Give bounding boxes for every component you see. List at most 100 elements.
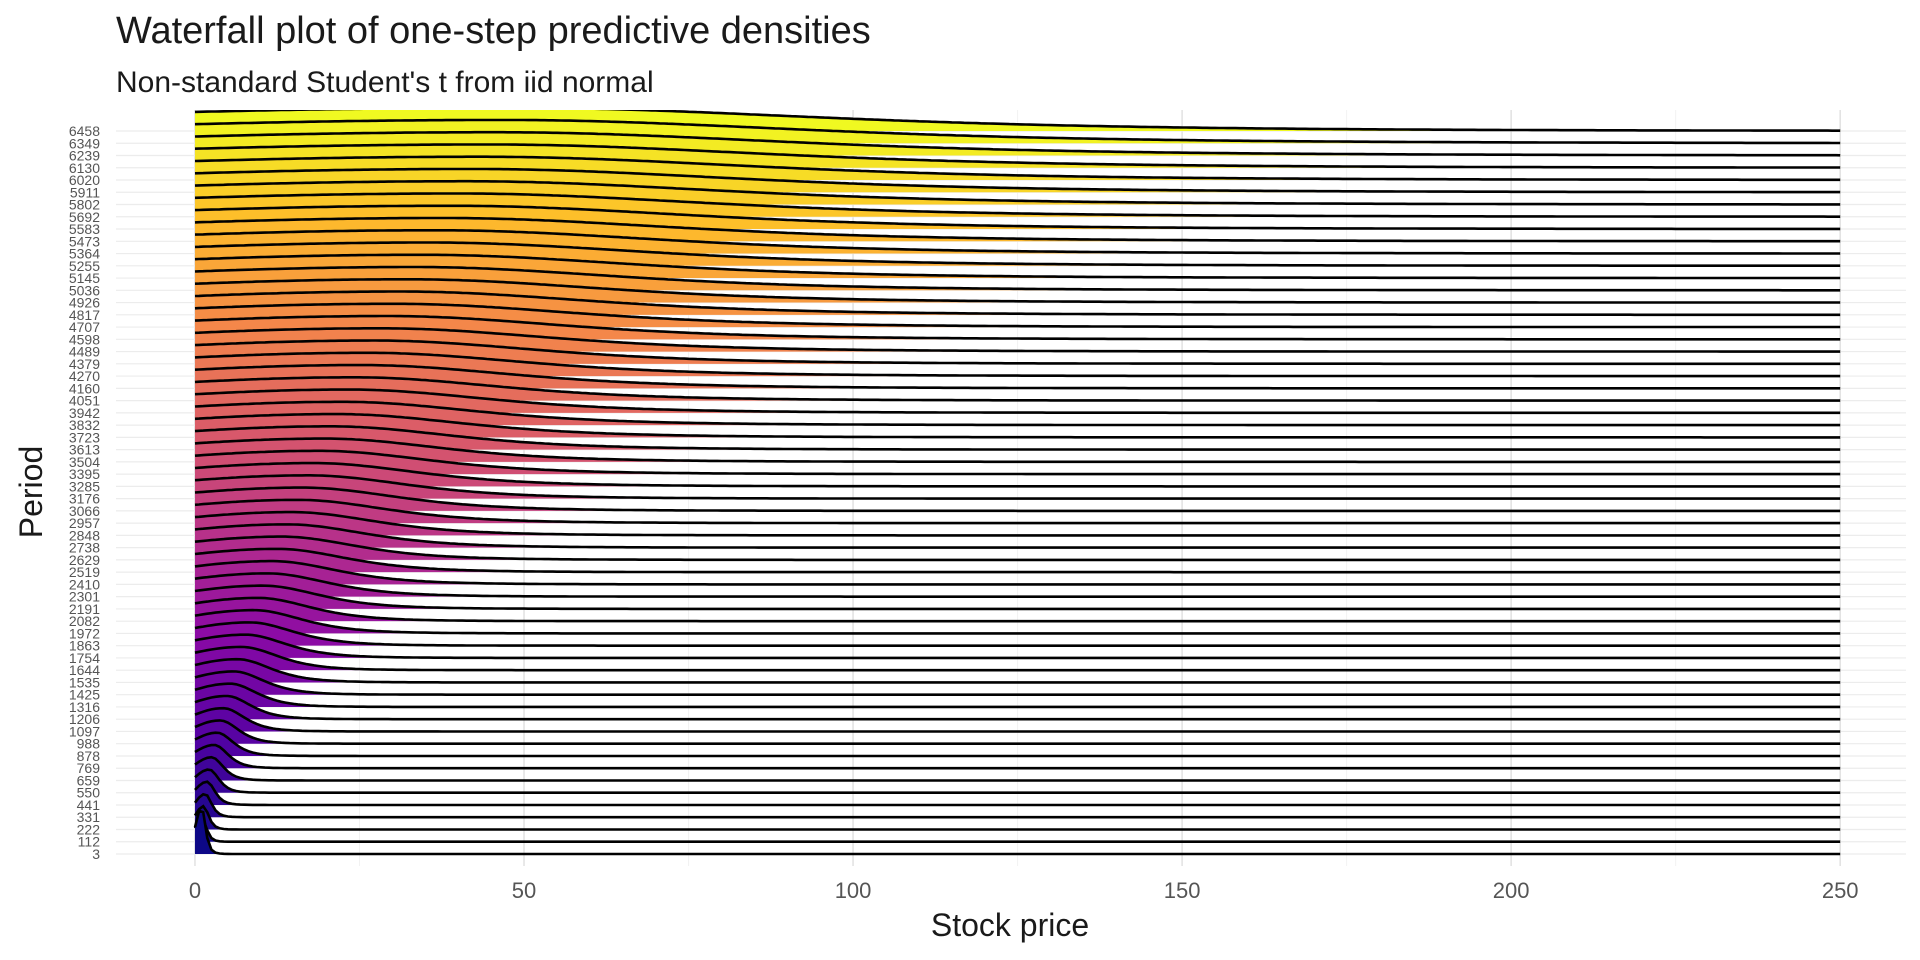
y-tick-label: 4160 bbox=[69, 380, 100, 396]
ridge-line-5473 bbox=[194, 216, 1841, 243]
ridge-line-441 bbox=[194, 780, 1841, 807]
y-tick-label: 1754 bbox=[69, 650, 100, 666]
y-tick-label: 988 bbox=[77, 736, 101, 752]
ridge-line-6239 bbox=[194, 130, 1841, 157]
ridge-line-112 bbox=[193, 817, 1841, 843]
y-tick-label: 4926 bbox=[69, 295, 100, 311]
ridge-line-2191 bbox=[194, 584, 1841, 611]
y-tick-label: 1097 bbox=[69, 723, 100, 739]
ridge-line-1972 bbox=[194, 608, 1841, 635]
ridge-fill-2301 bbox=[194, 573, 1841, 597]
chart-subtitle: Non-standard Student's t from iid normal bbox=[116, 66, 654, 99]
ridge-fill-2191 bbox=[194, 585, 1841, 609]
ridge-line-1316 bbox=[194, 682, 1841, 709]
ridge-line-5802 bbox=[194, 179, 1841, 206]
y-tick-label: 3723 bbox=[69, 429, 100, 445]
ridge-line-1425 bbox=[194, 670, 1841, 696]
y-tick-label: 2738 bbox=[69, 540, 100, 556]
y-tick-label: 5583 bbox=[69, 221, 100, 237]
y-tick-label: 550 bbox=[77, 785, 101, 801]
ridge-fill-4160 bbox=[194, 365, 1841, 389]
ridge-fill-5364 bbox=[194, 230, 1841, 254]
ridge-line-1206 bbox=[194, 694, 1841, 721]
ridge-line-4160 bbox=[194, 363, 1841, 390]
y-tick-label: 3613 bbox=[69, 442, 100, 458]
y-tick-label: 1316 bbox=[69, 699, 100, 715]
ridge-line-2848 bbox=[194, 510, 1841, 537]
y-tick-label: 2957 bbox=[69, 515, 100, 531]
x-tick-labels: 0 50 100 150 200 250 bbox=[189, 878, 1859, 903]
ridge-line-6349 bbox=[194, 118, 1841, 145]
ridge-line-2301 bbox=[194, 572, 1841, 598]
y-tick-label: 2848 bbox=[69, 527, 100, 543]
x-tick-label: 0 bbox=[189, 878, 201, 903]
ridge-line-4051 bbox=[194, 376, 1841, 402]
ridge-line-3395 bbox=[194, 449, 1841, 476]
y-tick-label: 6020 bbox=[69, 172, 100, 188]
ridge-line-3285 bbox=[194, 461, 1841, 488]
x-tick-label: 250 bbox=[1822, 878, 1859, 903]
ridge-line-5911 bbox=[194, 167, 1841, 194]
ridge-line-3 bbox=[193, 809, 1841, 856]
ridge-line-3613 bbox=[194, 425, 1841, 451]
ridge-fill-4926 bbox=[194, 279, 1841, 303]
y-tick-label: 5036 bbox=[69, 282, 100, 298]
ridge-line-2519 bbox=[194, 547, 1841, 574]
y-tick-label: 5255 bbox=[69, 258, 100, 274]
y-tick-label: 5145 bbox=[69, 270, 100, 286]
y-tick-label: 769 bbox=[77, 760, 101, 776]
y-tick-label: 5692 bbox=[69, 209, 100, 225]
y-tick-label: 4051 bbox=[69, 393, 100, 409]
y-tick-label: 3395 bbox=[69, 466, 100, 482]
y-tick-label: 6349 bbox=[69, 135, 100, 151]
y-tick-labels: 3112222331441550659769878988109712061316… bbox=[69, 123, 100, 862]
ridge-line-878 bbox=[194, 731, 1841, 758]
ridge-line-3066 bbox=[194, 486, 1841, 513]
y-tick-label: 1535 bbox=[69, 674, 100, 690]
ridge-fill-4489 bbox=[194, 328, 1841, 352]
ridge-line-1644 bbox=[194, 645, 1841, 672]
ridge-fill-4270 bbox=[194, 352, 1841, 377]
y-tick-label: 112 bbox=[78, 834, 101, 850]
chart-title: Waterfall plot of one-step predictive de… bbox=[116, 10, 871, 52]
y-axis-title: Period bbox=[13, 446, 49, 539]
ridge-line-2738 bbox=[194, 523, 1841, 549]
ridge-line-3723 bbox=[194, 412, 1841, 439]
y-tick-label: 441 bbox=[77, 797, 101, 813]
y-tick-label: 5473 bbox=[69, 233, 100, 249]
y-tick-label: 4489 bbox=[69, 344, 100, 360]
y-tick-label: 1425 bbox=[69, 687, 100, 703]
y-tick-label: 4598 bbox=[69, 331, 100, 347]
y-tick-label: 2191 bbox=[69, 601, 100, 617]
ridge-line-6020 bbox=[194, 155, 1841, 182]
y-tick-label: 222 bbox=[77, 821, 101, 837]
y-tick-label: 6239 bbox=[69, 148, 100, 164]
ridge-line-5364 bbox=[194, 229, 1841, 255]
x-tick-label: 150 bbox=[1164, 878, 1201, 903]
y-tick-label: 331 bbox=[77, 809, 101, 825]
ridge-line-3176 bbox=[194, 474, 1841, 500]
x-tick-label: 100 bbox=[835, 878, 872, 903]
ridge-fill-2082 bbox=[194, 597, 1841, 622]
ridges bbox=[193, 110, 1841, 856]
ridge-fill-4379 bbox=[194, 340, 1841, 364]
ridge-fill-2410 bbox=[194, 561, 1841, 585]
ridge-line-6130 bbox=[194, 143, 1841, 169]
ridge-fill-4817 bbox=[194, 291, 1841, 315]
ridge-line-769 bbox=[194, 743, 1841, 770]
y-tick-label: 2410 bbox=[69, 576, 100, 592]
ridge-line-4270 bbox=[194, 351, 1841, 378]
ridge-fill-5255 bbox=[194, 242, 1841, 266]
ridge-line-3942 bbox=[194, 388, 1841, 415]
ridge-fill-5036 bbox=[194, 267, 1841, 291]
y-tick-label: 3285 bbox=[69, 478, 100, 494]
y-tick-label: 1644 bbox=[69, 662, 100, 678]
ridge-fill-4598 bbox=[194, 316, 1841, 340]
y-tick-label: 6458 bbox=[69, 123, 100, 139]
y-tick-label: 3066 bbox=[69, 503, 100, 519]
ridge-fill-2519 bbox=[194, 548, 1841, 573]
x-axis-title: Stock price bbox=[931, 907, 1089, 943]
y-tick-label: 4707 bbox=[69, 319, 100, 335]
ridge-line-3504 bbox=[194, 437, 1841, 464]
